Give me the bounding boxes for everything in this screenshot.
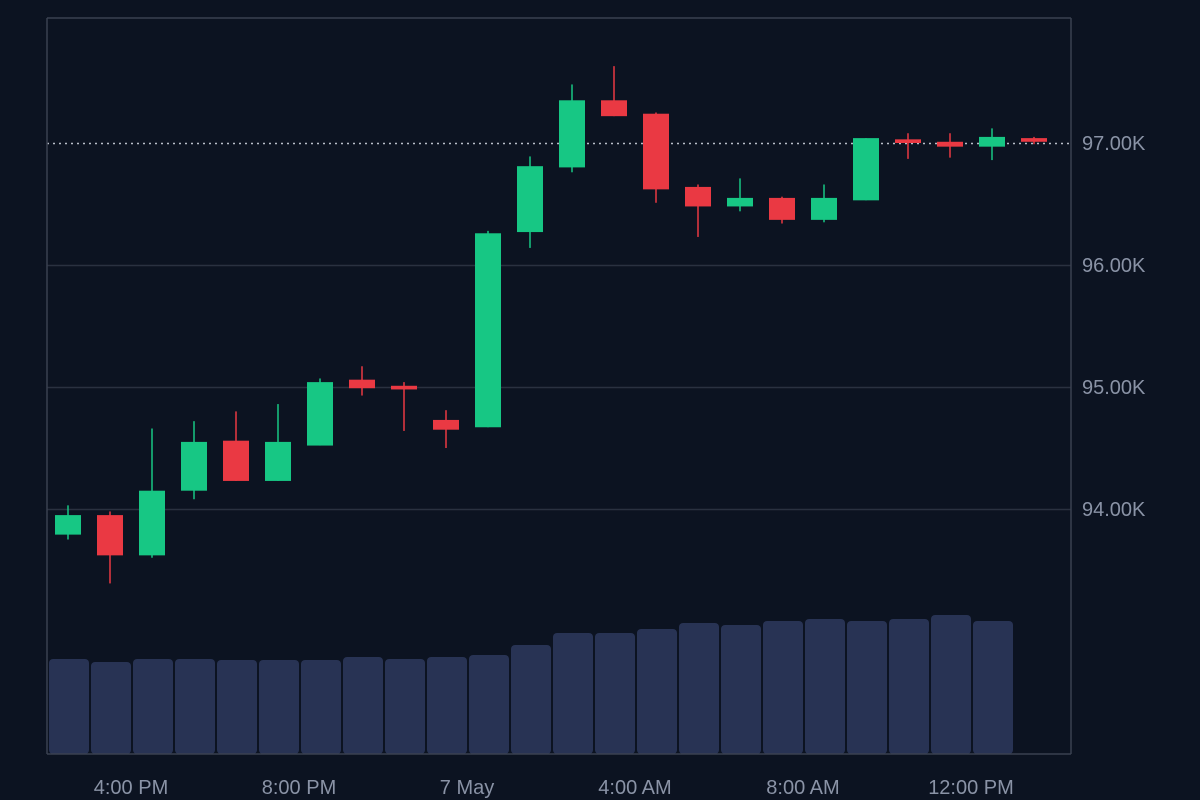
candle-body: [643, 113, 669, 190]
candle-body: [559, 100, 585, 168]
candle-body: [601, 100, 627, 117]
x-tick-label: 4:00 PM: [94, 777, 168, 799]
candle-body: [1021, 138, 1047, 142]
volume-bar: [805, 619, 845, 754]
x-tick-label: 12:00 PM: [928, 777, 1014, 799]
candle-body: [853, 138, 879, 201]
candle: [181, 421, 207, 500]
volume-bar: [889, 619, 929, 754]
candle: [139, 428, 165, 558]
volume-bar: [553, 633, 593, 754]
label-layer: 94.00K 95.00K 96.00K 97.00K 4:00 PM 8:00 PM 7 …: [94, 133, 1146, 799]
volume-bar: [385, 659, 425, 754]
candle: [601, 66, 627, 117]
volume-bar: [721, 625, 761, 754]
axis-layer: [46, 17, 1072, 755]
candle: [433, 410, 459, 448]
y-tick-label: 95.00K: [1082, 377, 1146, 399]
candle: [223, 411, 249, 481]
candle: [55, 505, 81, 540]
candle: [265, 404, 291, 481]
candle: [979, 128, 1005, 161]
candle: [1021, 136, 1047, 145]
candle-body: [55, 515, 81, 535]
volume-layer: [49, 615, 1013, 754]
candle-body: [979, 136, 1005, 147]
candle-body: [517, 166, 543, 233]
candle: [391, 382, 417, 431]
candle: [475, 230, 501, 428]
candle-body: [811, 197, 837, 220]
candle-body: [769, 197, 795, 220]
volume-bar: [133, 659, 173, 754]
candle: [643, 112, 669, 203]
candle-body: [139, 490, 165, 556]
volume-bar: [637, 629, 677, 754]
candle-body: [391, 385, 417, 390]
volume-bar: [427, 657, 467, 754]
volume-bar: [91, 662, 131, 754]
candle: [559, 84, 585, 173]
candle-body: [349, 379, 375, 389]
x-tick-label: 4:00 AM: [598, 777, 671, 799]
volume-bar: [763, 621, 803, 754]
candle: [853, 138, 879, 201]
volume-bar: [217, 660, 257, 754]
volume-bar: [931, 615, 971, 754]
candle-body: [937, 141, 963, 147]
candle: [685, 184, 711, 237]
volume-bar: [175, 659, 215, 754]
volume-bar: [973, 621, 1013, 754]
candle: [727, 178, 753, 212]
candle-body: [307, 382, 333, 446]
candle-body: [895, 139, 921, 143]
grid-layer: [47, 264, 1071, 511]
y-tick-label: 96.00K: [1082, 255, 1146, 277]
candle-body: [181, 441, 207, 491]
y-tick-label: 97.00K: [1082, 133, 1146, 155]
candle: [307, 378, 333, 446]
y-tick-label: 94.00K: [1082, 499, 1146, 521]
candle-body: [727, 197, 753, 207]
candle-body: [685, 186, 711, 207]
candle: [349, 366, 375, 396]
x-tick-label: 8:00 AM: [766, 777, 839, 799]
candle-body: [97, 515, 123, 556]
x-tick-label: 7 May: [440, 777, 494, 799]
x-tick-label: 8:00 PM: [262, 777, 336, 799]
candle: [769, 196, 795, 224]
volume-bar: [511, 645, 551, 754]
volume-bar: [301, 660, 341, 754]
candle-body: [433, 419, 459, 430]
candle-body: [265, 441, 291, 481]
candle-layer: [55, 66, 1047, 584]
volume-bar: [595, 633, 635, 754]
candle-body: [223, 440, 249, 481]
candle-body: [475, 233, 501, 428]
volume-bar: [847, 621, 887, 754]
candle: [811, 184, 837, 223]
candle: [517, 156, 543, 248]
volume-bar: [259, 660, 299, 754]
candle: [97, 511, 123, 584]
volume-bar: [343, 657, 383, 754]
volume-bar: [49, 659, 89, 754]
volume-bar: [469, 655, 509, 754]
candle: [937, 133, 963, 158]
candle: [895, 133, 921, 159]
volume-bar: [679, 623, 719, 754]
